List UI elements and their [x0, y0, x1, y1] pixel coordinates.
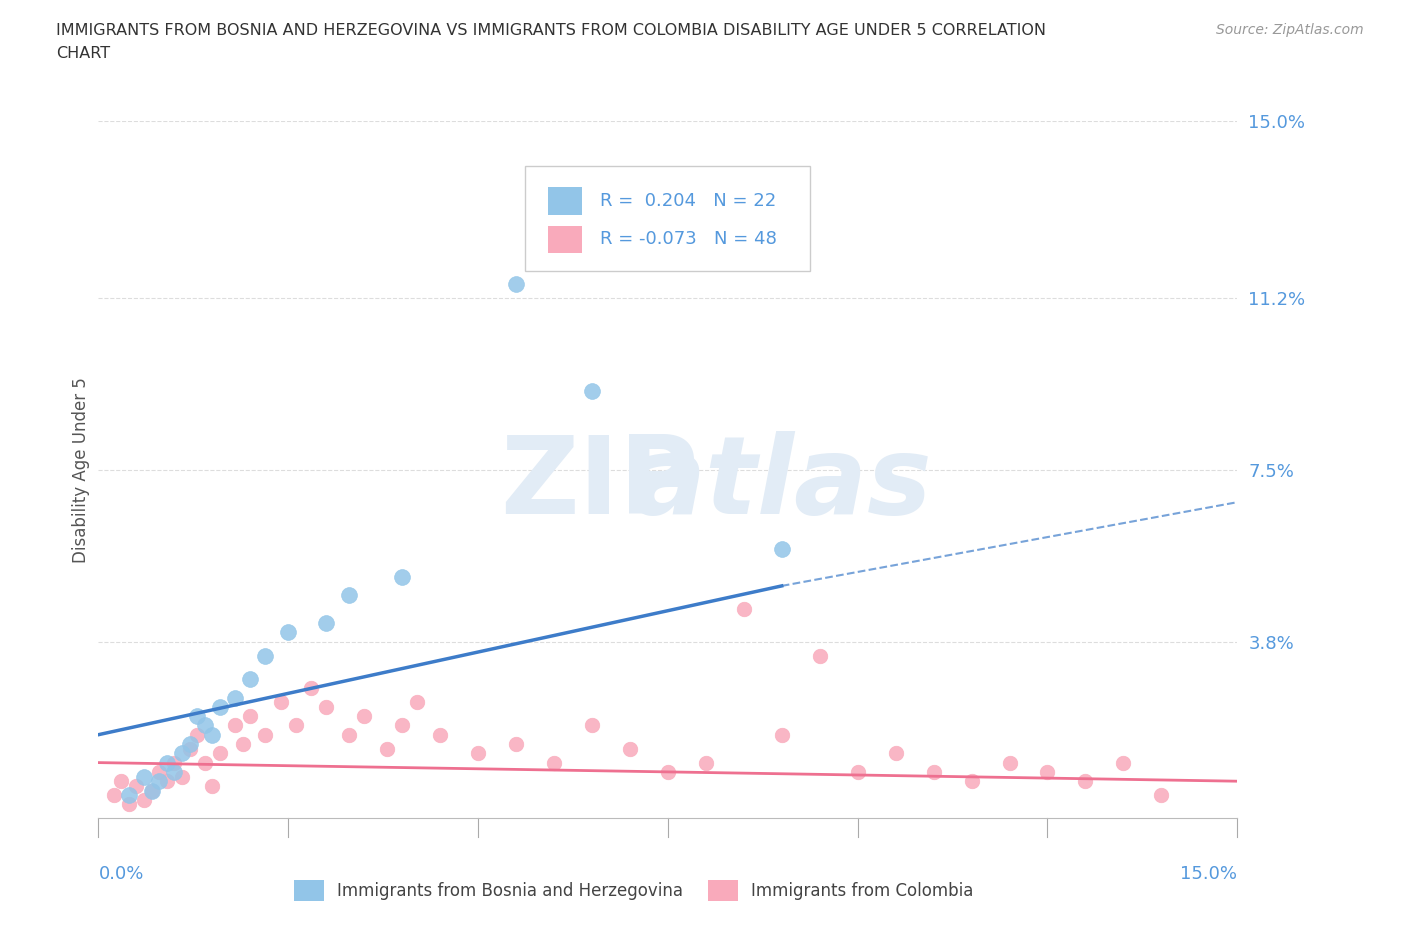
Point: [353, 709, 375, 724]
Point: [170, 769, 193, 784]
FancyBboxPatch shape: [548, 187, 582, 215]
Point: [581, 718, 603, 733]
Point: [391, 569, 413, 584]
Point: [581, 383, 603, 398]
Text: 15.0%: 15.0%: [1180, 865, 1237, 883]
Text: ZIP: ZIP: [501, 431, 699, 537]
Point: [1036, 764, 1059, 779]
Point: [194, 718, 217, 733]
Text: CHART: CHART: [56, 46, 110, 61]
Point: [163, 755, 186, 770]
Point: [375, 741, 398, 756]
Point: [156, 774, 179, 789]
Point: [118, 797, 141, 812]
Point: [960, 774, 983, 789]
Point: [884, 746, 907, 761]
Point: [208, 699, 231, 714]
Point: [224, 690, 246, 705]
Point: [733, 602, 755, 617]
Point: [163, 764, 186, 779]
Point: [186, 727, 208, 742]
Point: [315, 699, 337, 714]
Text: Source: ZipAtlas.com: Source: ZipAtlas.com: [1216, 23, 1364, 37]
Point: [141, 783, 163, 798]
Point: [103, 788, 125, 803]
Point: [337, 727, 360, 742]
Point: [239, 709, 262, 724]
Point: [132, 769, 155, 784]
Legend: Immigrants from Bosnia and Herzegovina, Immigrants from Colombia: Immigrants from Bosnia and Herzegovina, …: [294, 881, 974, 901]
Point: [1150, 788, 1173, 803]
Point: [132, 792, 155, 807]
Text: R =  0.204   N = 22: R = 0.204 N = 22: [599, 193, 776, 210]
Point: [270, 695, 292, 710]
Point: [201, 778, 224, 793]
Point: [125, 778, 148, 793]
Text: R = -0.073   N = 48: R = -0.073 N = 48: [599, 231, 776, 248]
Point: [156, 755, 179, 770]
Point: [186, 709, 208, 724]
Point: [846, 764, 869, 779]
Point: [657, 764, 679, 779]
Point: [315, 616, 337, 631]
Point: [194, 755, 217, 770]
Point: [998, 755, 1021, 770]
Point: [695, 755, 717, 770]
Point: [232, 737, 254, 751]
Point: [239, 671, 262, 686]
Point: [254, 648, 277, 663]
Point: [922, 764, 945, 779]
Point: [141, 783, 163, 798]
Point: [179, 741, 201, 756]
Point: [148, 764, 170, 779]
Point: [808, 648, 831, 663]
Point: [505, 276, 527, 291]
Point: [179, 737, 201, 751]
Text: atlas: atlas: [631, 431, 932, 537]
Text: IMMIGRANTS FROM BOSNIA AND HERZEGOVINA VS IMMIGRANTS FROM COLOMBIA DISABILITY AG: IMMIGRANTS FROM BOSNIA AND HERZEGOVINA V…: [56, 23, 1046, 38]
Point: [110, 774, 132, 789]
Point: [201, 727, 224, 742]
Point: [467, 746, 489, 761]
Point: [770, 541, 793, 556]
Point: [254, 727, 277, 742]
Point: [284, 718, 307, 733]
Point: [429, 727, 451, 742]
Point: [505, 737, 527, 751]
Point: [224, 718, 246, 733]
Point: [148, 774, 170, 789]
Point: [1074, 774, 1097, 789]
Point: [277, 625, 299, 640]
Point: [1112, 755, 1135, 770]
FancyBboxPatch shape: [548, 226, 582, 253]
Point: [118, 788, 141, 803]
Text: 0.0%: 0.0%: [98, 865, 143, 883]
Point: [391, 718, 413, 733]
Point: [406, 695, 429, 710]
Point: [208, 746, 231, 761]
Point: [543, 755, 565, 770]
Point: [619, 741, 641, 756]
Point: [170, 746, 193, 761]
Point: [299, 681, 322, 696]
Y-axis label: Disability Age Under 5: Disability Age Under 5: [72, 377, 90, 563]
FancyBboxPatch shape: [526, 166, 810, 271]
Point: [337, 588, 360, 603]
Point: [770, 727, 793, 742]
